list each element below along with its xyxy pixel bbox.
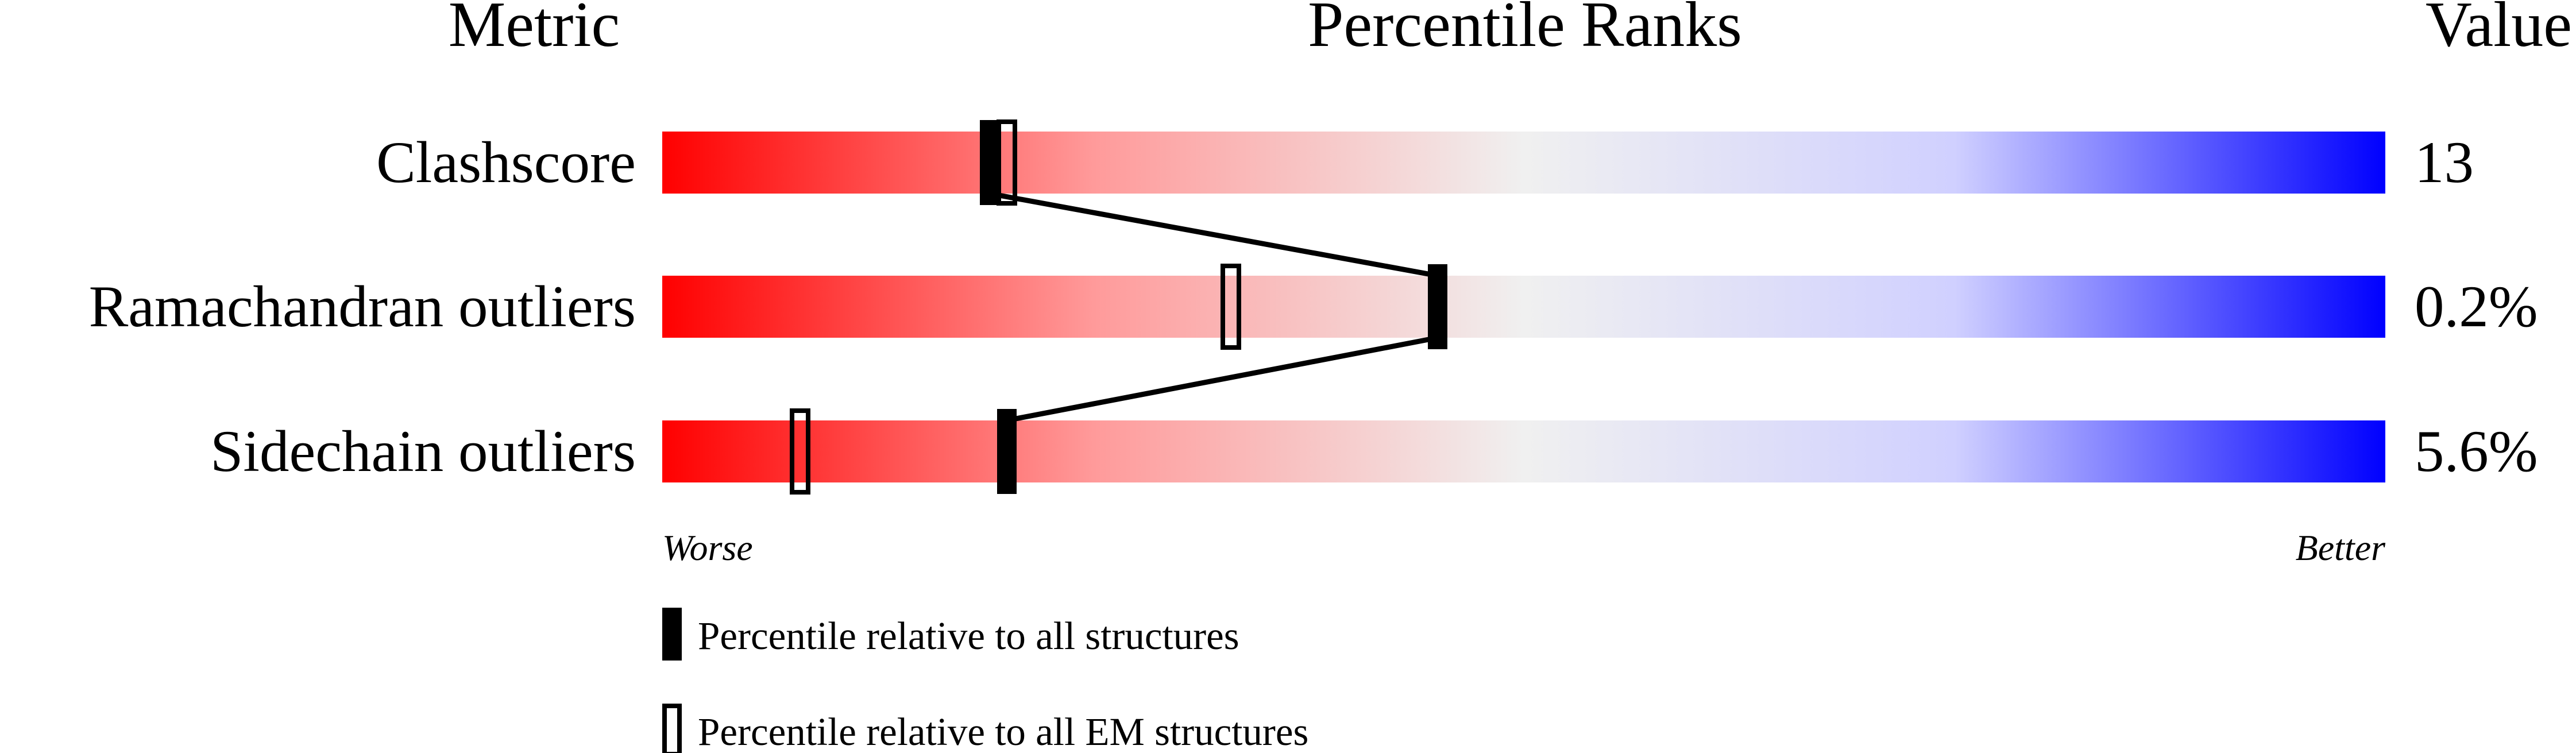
metric-value: 5.6% <box>2415 419 2538 484</box>
metric-value: 0.2% <box>2415 274 2538 339</box>
percentile-bar <box>662 276 2385 338</box>
metric-row: Ramachandran outliers 0.2% <box>89 264 2538 350</box>
metric-label: Sidechain outliers <box>210 419 636 484</box>
metric-row: Sidechain outliers 5.6% <box>210 408 2538 495</box>
metric-row: Clashscore 13 <box>376 119 2474 206</box>
header-metric: Metric <box>449 0 620 60</box>
connector-line <box>989 191 1438 279</box>
worse-label: Worse <box>662 527 753 568</box>
legend-item: Percentile relative to all structures <box>662 608 1239 661</box>
legend-label: Percentile relative to all EM structures <box>698 710 1308 753</box>
all-percentile-marker <box>980 120 999 205</box>
legend-label: Percentile relative to all structures <box>698 614 1239 658</box>
header-value: Value <box>2426 0 2572 60</box>
metric-label: Ramachandran outliers <box>89 274 636 339</box>
legend-item: Percentile relative to all EM structures <box>662 704 1308 753</box>
em-percentile-marker <box>790 408 810 495</box>
em-percentile-marker <box>1221 264 1241 350</box>
connector-line <box>1006 335 1438 423</box>
metric-value: 13 <box>2415 130 2474 195</box>
metric-label: Clashscore <box>376 130 636 195</box>
legend-open-marker-icon <box>662 704 682 753</box>
legend-filled-marker-icon <box>662 608 682 661</box>
header-percentile-ranks: Percentile Ranks <box>1308 0 1742 60</box>
all-percentile-marker <box>997 409 1017 494</box>
all-percentile-marker <box>1428 264 1447 349</box>
percentile-bar <box>662 420 2385 482</box>
better-label: Better <box>2296 527 2386 568</box>
percentile-bar <box>662 132 2385 194</box>
